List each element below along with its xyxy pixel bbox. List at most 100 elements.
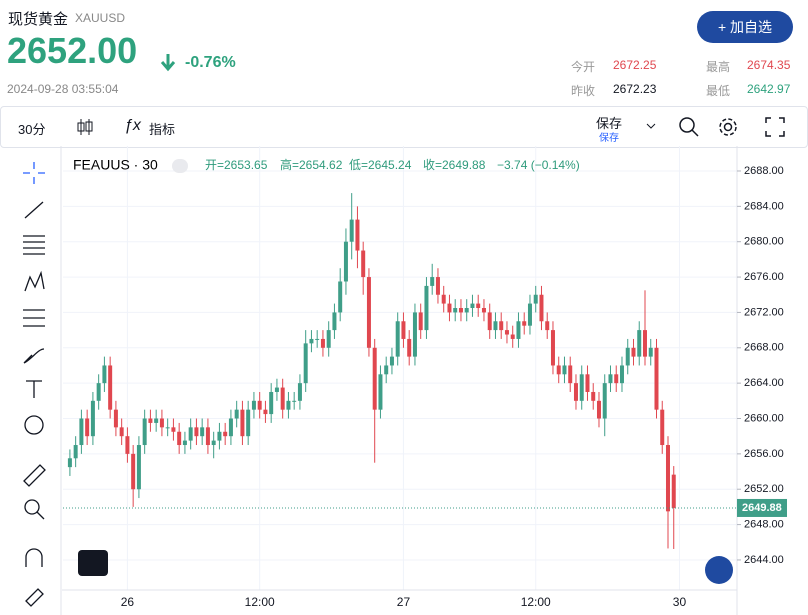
candle-body — [389, 356, 394, 366]
y-tick-label: 2680.00 — [744, 236, 784, 248]
candle-body — [671, 474, 676, 508]
candle-body — [320, 338, 325, 348]
candle-body — [418, 312, 423, 331]
symbol: XAUUSD — [75, 11, 126, 25]
candle-body — [223, 431, 228, 437]
candle-body — [660, 409, 665, 446]
text-tool[interactable] — [26, 380, 42, 398]
fullscreen-icon[interactable] — [763, 115, 787, 139]
stat-value: 2642.97 — [747, 82, 791, 96]
candle-body — [625, 347, 630, 366]
y-tick-label: 2684.00 — [744, 200, 784, 212]
fx-icon[interactable]: ƒx — [124, 117, 141, 134]
y-tick-label: 2676.00 — [744, 271, 784, 283]
candle-body — [665, 445, 670, 512]
line-tool[interactable] — [24, 201, 44, 219]
candle-body — [464, 308, 469, 313]
candle-body — [447, 303, 452, 313]
fib-tool[interactable] — [23, 235, 45, 255]
candle-body — [476, 303, 481, 309]
candle-body — [125, 436, 130, 454]
candle-body — [280, 387, 285, 410]
candle-body — [412, 312, 417, 357]
crosshair-tool[interactable] — [23, 162, 45, 184]
y-tick-label: 2644.00 — [744, 554, 784, 566]
candle-body — [533, 294, 538, 304]
settings-icon[interactable] — [716, 115, 740, 139]
candle-body — [654, 347, 659, 410]
indicators[interactable]: 指标 — [149, 122, 176, 137]
candle-body — [102, 365, 107, 384]
candle-body — [361, 250, 366, 278]
candle-body — [637, 330, 642, 357]
candle-body — [591, 391, 596, 401]
price: 2652.00 — [7, 30, 138, 71]
candle-body — [545, 321, 550, 331]
emoji-tool[interactable] — [24, 415, 44, 435]
candle-body — [200, 427, 205, 437]
snapshot-icon[interactable] — [677, 115, 701, 139]
stat-value: 2672.23 — [613, 82, 657, 96]
candle-body — [631, 347, 636, 357]
tv-logo[interactable] — [78, 550, 108, 576]
candle-body — [648, 347, 653, 357]
watermark-logo — [705, 556, 733, 584]
candle-body — [205, 427, 210, 446]
magnet-tool[interactable] — [25, 548, 43, 567]
candle-icon[interactable] — [75, 116, 97, 138]
candle-body — [171, 427, 176, 432]
candle-body — [453, 308, 458, 313]
x-tick-label: 30 — [673, 595, 687, 609]
candle-body — [217, 431, 222, 441]
legend-high: 高=2654.62 — [280, 157, 343, 172]
forecast-tool[interactable] — [23, 309, 45, 327]
candle-body — [332, 312, 337, 331]
y-tick-label: 2668.00 — [744, 342, 784, 354]
candle-body — [343, 241, 348, 282]
lock-tool[interactable] — [25, 588, 44, 607]
candle-body — [522, 321, 527, 326]
brush-tool[interactable] — [23, 348, 45, 364]
candle-body — [384, 365, 389, 375]
interval[interactable]: 30分 — [18, 122, 46, 137]
candle-body — [642, 330, 647, 357]
candle-body — [286, 400, 291, 410]
last-price-label: 2649.88 — [742, 502, 782, 514]
legend-toggle[interactable] — [172, 159, 188, 173]
candle-body — [556, 365, 561, 375]
legend-close: 收=2649.88 — [423, 158, 486, 172]
save[interactable]: 保存 — [596, 116, 623, 131]
x-tick-label: 26 — [121, 595, 135, 609]
change: -0.76% — [185, 54, 236, 71]
candle-body — [228, 418, 233, 437]
candle-body — [596, 400, 601, 419]
candle-body — [154, 418, 159, 423]
candle-body — [487, 312, 492, 331]
candle-body — [108, 365, 113, 410]
watch-button[interactable]: + 加自选 — [697, 11, 793, 43]
candle-body — [297, 383, 302, 401]
candle-body — [257, 400, 262, 410]
pattern-tool[interactable] — [24, 270, 45, 292]
x-tick-label: 12:00 — [245, 595, 275, 609]
measure-tool[interactable] — [23, 464, 46, 487]
candle-body — [510, 334, 515, 339]
candle-body — [251, 400, 256, 410]
candle-body — [315, 338, 320, 340]
candle-body — [269, 391, 274, 415]
legend-low: 低=2645.24 — [349, 158, 412, 172]
y-tick-label: 2656.00 — [744, 448, 784, 460]
zoom-tool[interactable] — [24, 499, 40, 515]
chevron[interactable] — [645, 121, 657, 131]
candle-body — [602, 383, 607, 419]
candle-body — [338, 281, 343, 313]
candle-body — [234, 409, 239, 419]
y-tick-label: 2672.00 — [744, 306, 784, 318]
last-price-badge — [737, 498, 787, 517]
candle-body — [568, 365, 573, 384]
candle-body — [470, 303, 475, 309]
down-arrow — [160, 54, 176, 72]
candle-body — [119, 427, 124, 437]
y-tick-label: 2664.00 — [744, 377, 784, 389]
